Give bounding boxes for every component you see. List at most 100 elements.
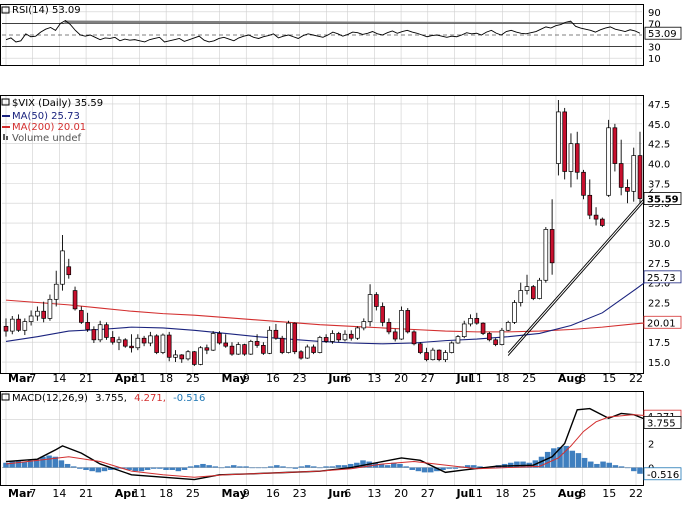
macd-histogram-bar — [354, 462, 360, 468]
price-y-tick: 47.5 — [648, 100, 670, 111]
candle-body — [556, 111, 561, 164]
rsi-title: RSI(14) 53.09 — [12, 5, 81, 16]
candle-body — [210, 333, 216, 351]
candle-body — [305, 346, 310, 359]
candle-body — [606, 127, 611, 196]
macd-histogram-bar — [15, 460, 22, 468]
macd-histogram-bar — [631, 467, 637, 472]
candle-body — [217, 333, 222, 344]
macd-histogram-bar — [563, 445, 569, 468]
price-value-tag-text: 20.01 — [647, 318, 676, 329]
candle-body — [336, 333, 341, 341]
candle-body — [286, 322, 291, 353]
candle-body — [493, 339, 498, 345]
candle-body — [204, 347, 210, 351]
price-y-tick: 37.5 — [648, 179, 670, 190]
macd-histogram-bar — [52, 456, 59, 468]
x-axis-label: 18 — [159, 372, 173, 385]
macd-histogram-bar — [144, 467, 151, 470]
macd-histogram-bar — [471, 465, 477, 468]
macd-histogram-bar — [212, 466, 219, 468]
candle-body — [166, 334, 172, 358]
candle-body — [631, 155, 637, 192]
macd-histogram-bar — [520, 461, 526, 468]
x-axis-label: 22 — [629, 487, 643, 500]
candle-body — [612, 127, 618, 164]
candle-body — [9, 318, 15, 332]
macd-histogram-bar — [544, 451, 551, 468]
price-y-tick: 32.5 — [648, 219, 670, 230]
x-axis-label: 9 — [243, 372, 250, 385]
macd-histogram-bar — [280, 466, 286, 468]
macd-histogram-bar — [347, 463, 354, 468]
x-axis-label: 27 — [421, 487, 435, 500]
candle-body — [41, 310, 46, 319]
macd-histogram-bar — [237, 466, 243, 468]
candle-body — [518, 290, 524, 303]
x-axis-label: 25 — [186, 372, 200, 385]
candle-body — [66, 266, 72, 276]
x-axis-label: 23 — [293, 372, 307, 385]
candle-body — [574, 143, 580, 173]
macd-histogram-bar — [557, 447, 563, 468]
macd-histogram-bar — [551, 448, 557, 468]
macd-histogram-bar — [403, 466, 409, 468]
macd-histogram-bar — [298, 466, 305, 468]
x-axis-label: Aug — [558, 487, 582, 500]
x-axis-label: 23 — [293, 487, 307, 500]
macd-y-tick: 2 — [648, 440, 654, 451]
x-axis-label: Jul — [455, 372, 472, 385]
price-y-tick: 22.5 — [648, 299, 670, 310]
candle-body — [449, 342, 454, 353]
macd-histogram-bar — [618, 466, 625, 468]
candle-body — [600, 218, 605, 226]
price-y-tick: 25.0 — [648, 279, 670, 290]
macd-histogram-bar — [317, 467, 323, 469]
price-value-tag — [643, 192, 682, 205]
macd-histogram-bar — [181, 467, 188, 470]
macd-histogram-bar — [391, 462, 397, 468]
candle-body — [480, 322, 486, 334]
candle-body — [348, 333, 354, 339]
x-axis-label: 15 — [602, 487, 616, 500]
price-value-tag — [643, 315, 682, 329]
x-axis-label: 18 — [496, 372, 510, 385]
macd-histogram-bar — [335, 465, 342, 468]
price-y-tick: 42.5 — [648, 140, 670, 151]
candle-body — [530, 286, 536, 299]
candle-body — [97, 324, 103, 341]
candle-body — [342, 333, 348, 341]
macd-histogram-bar — [329, 466, 336, 468]
candle-body — [22, 321, 28, 331]
x-axis-label: 21 — [79, 372, 93, 385]
x-axis-label: May — [222, 487, 247, 500]
macd-histogram-bar — [427, 467, 434, 473]
axis-labels: MarMar7714142121AprApr111118182525MayMay… — [8, 8, 682, 500]
candle-body — [292, 322, 298, 353]
candle-body — [549, 229, 555, 264]
price-y-tick: 17.5 — [648, 338, 670, 349]
x-axis-label: Aug — [558, 372, 582, 385]
ma200-line — [5, 299, 653, 333]
x-axis-label: Mar — [8, 372, 32, 385]
candle-body — [587, 194, 593, 216]
x-axis-label: Mar — [8, 487, 32, 500]
macd-histogram-bar — [34, 459, 40, 468]
candle-body — [47, 298, 53, 319]
x-axis-label: Apr — [115, 372, 137, 385]
x-axis-label: 13 — [367, 487, 381, 500]
macd-histogram-bar — [397, 463, 403, 468]
macd-histogram-bar — [409, 467, 416, 470]
candle-body — [593, 214, 599, 220]
candle-body — [129, 345, 134, 349]
x-axis-label: 8 — [579, 487, 586, 500]
candle-body — [355, 327, 360, 339]
candle-body — [512, 302, 517, 323]
macd-histogram-bar — [594, 463, 600, 468]
candle-body — [618, 163, 624, 188]
x-axis-label: 6 — [344, 487, 351, 500]
macd-histogram-bar — [132, 467, 139, 472]
ma200-legend: MA(200) 20.01 — [12, 122, 86, 133]
rsi-plot — [2, 11, 642, 59]
macd-value: 3.755, — [95, 393, 127, 404]
